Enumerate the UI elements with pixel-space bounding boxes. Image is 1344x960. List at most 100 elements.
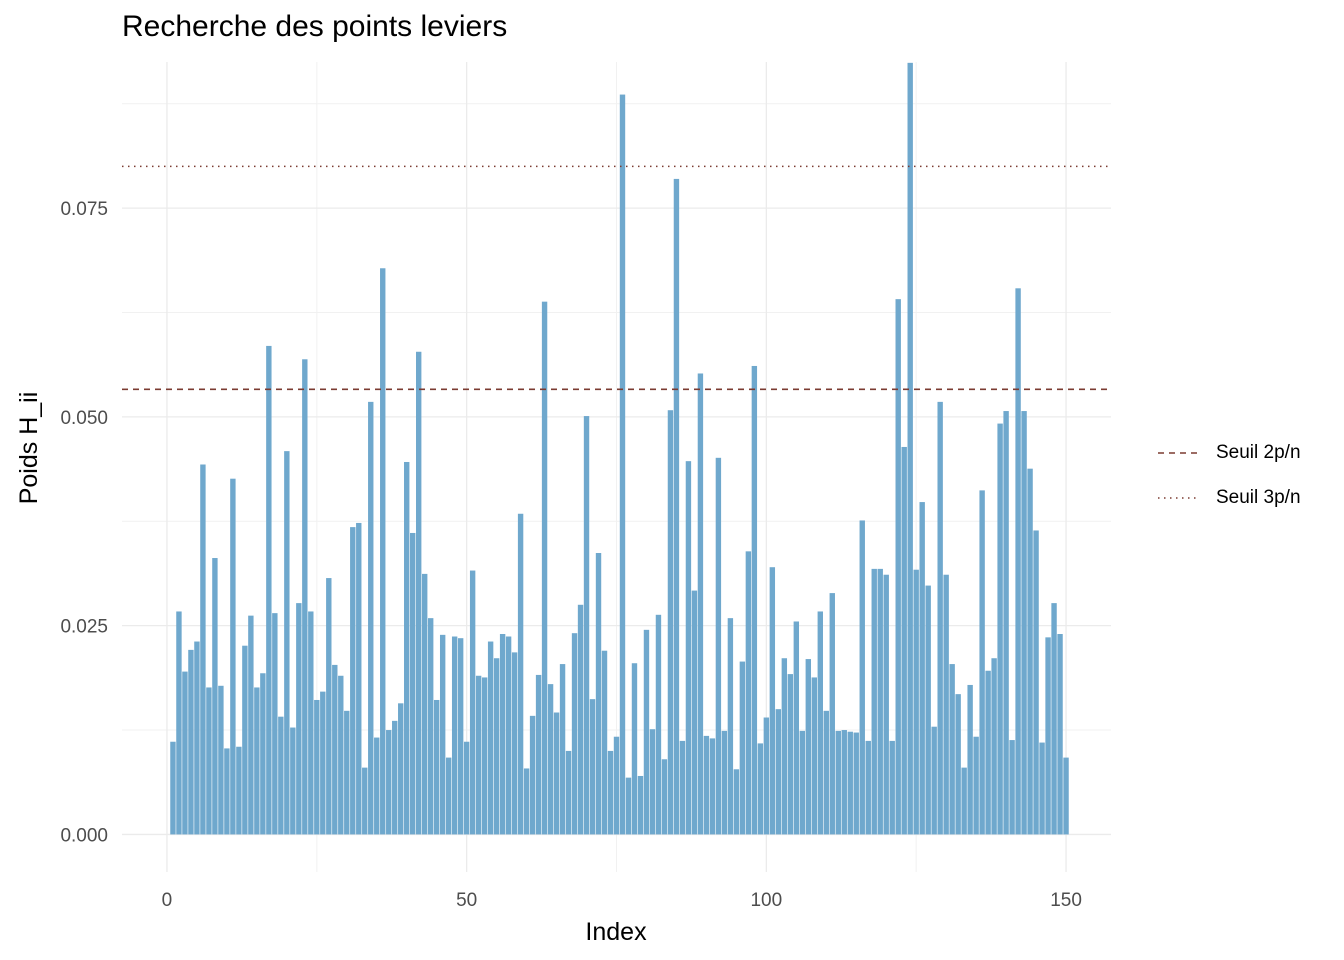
bar (667, 410, 674, 835)
bar (589, 699, 596, 835)
chart-title: Recherche des points leviers (122, 10, 508, 43)
bar (625, 777, 632, 835)
bar (685, 461, 692, 835)
bar (955, 694, 961, 835)
bar (559, 664, 566, 835)
bar (481, 677, 488, 835)
x-tick-label: 100 (750, 890, 782, 911)
y-tick-label: 0.075 (60, 199, 108, 220)
bar (571, 633, 578, 835)
bar (775, 709, 782, 835)
legend-item-seuil-2pn: Seuil 2p/n (1156, 430, 1301, 475)
bar (649, 729, 656, 835)
bar (727, 618, 734, 835)
bar (799, 730, 806, 835)
bar (278, 716, 284, 835)
bar (973, 736, 979, 835)
bar (853, 732, 859, 835)
x-tick-label: 0 (162, 890, 173, 911)
bar (176, 611, 182, 835)
bar (1003, 411, 1009, 835)
bar (541, 301, 548, 835)
dotted-line-icon (1156, 496, 1200, 499)
bar (1057, 634, 1063, 835)
bar (967, 684, 973, 835)
bar (416, 351, 422, 835)
bar (619, 94, 626, 835)
bar (386, 730, 392, 835)
bar (451, 636, 458, 835)
bar (835, 730, 841, 835)
bar (290, 727, 296, 835)
bar (715, 457, 722, 835)
legend: Seuil 2p/n Seuil 3p/n (1156, 430, 1301, 520)
bar (1021, 411, 1027, 835)
bar (703, 735, 710, 835)
bar (769, 567, 776, 835)
bar (883, 574, 889, 835)
y-axis-tick-labels: 0.000 0.025 0.050 0.075 (60, 199, 108, 846)
bar (320, 691, 326, 835)
bar (535, 674, 542, 835)
bar (212, 558, 218, 835)
bar (487, 641, 494, 835)
bar (362, 767, 368, 835)
bar (577, 604, 584, 835)
bar (338, 675, 344, 835)
bar (937, 401, 943, 835)
bar (613, 736, 620, 835)
bar (583, 416, 590, 835)
bars (170, 62, 1069, 835)
bar (781, 658, 788, 835)
bar (895, 299, 901, 835)
bar (721, 730, 728, 835)
bar (655, 614, 662, 835)
bar (469, 570, 476, 835)
bar (224, 748, 230, 835)
bar (1063, 757, 1069, 835)
bar (901, 446, 907, 835)
bar (272, 613, 278, 835)
y-tick-label: 0.050 (60, 408, 108, 429)
y-tick-label: 0.025 (60, 617, 108, 638)
bar (350, 527, 356, 835)
bar (475, 675, 482, 835)
bar (823, 710, 829, 835)
bar (356, 522, 362, 835)
bar (326, 578, 332, 835)
bar (553, 712, 560, 835)
bar (1033, 530, 1039, 835)
bar (392, 720, 398, 835)
bar (829, 593, 835, 835)
bar (889, 740, 895, 835)
bar (1051, 603, 1057, 835)
bar (194, 641, 200, 835)
bar (523, 768, 530, 835)
bar (943, 574, 949, 835)
bar (877, 568, 883, 835)
bar (991, 658, 997, 835)
bar (733, 769, 740, 835)
bar (859, 520, 865, 835)
bar (188, 649, 194, 835)
bar (260, 673, 266, 835)
bar (907, 62, 913, 835)
bar (871, 568, 877, 835)
bar (368, 401, 374, 835)
bar (961, 767, 967, 835)
bar (182, 671, 188, 835)
bar (499, 634, 506, 835)
bar (631, 663, 638, 835)
bar (1039, 742, 1045, 835)
bar (607, 750, 614, 835)
bar (457, 638, 464, 835)
bar (439, 634, 446, 835)
bar (817, 611, 823, 835)
bar (841, 730, 847, 835)
bar (679, 740, 686, 835)
bar (505, 636, 512, 835)
bar (979, 490, 985, 835)
bar (230, 478, 236, 835)
bar (236, 746, 242, 835)
bar (242, 645, 248, 835)
